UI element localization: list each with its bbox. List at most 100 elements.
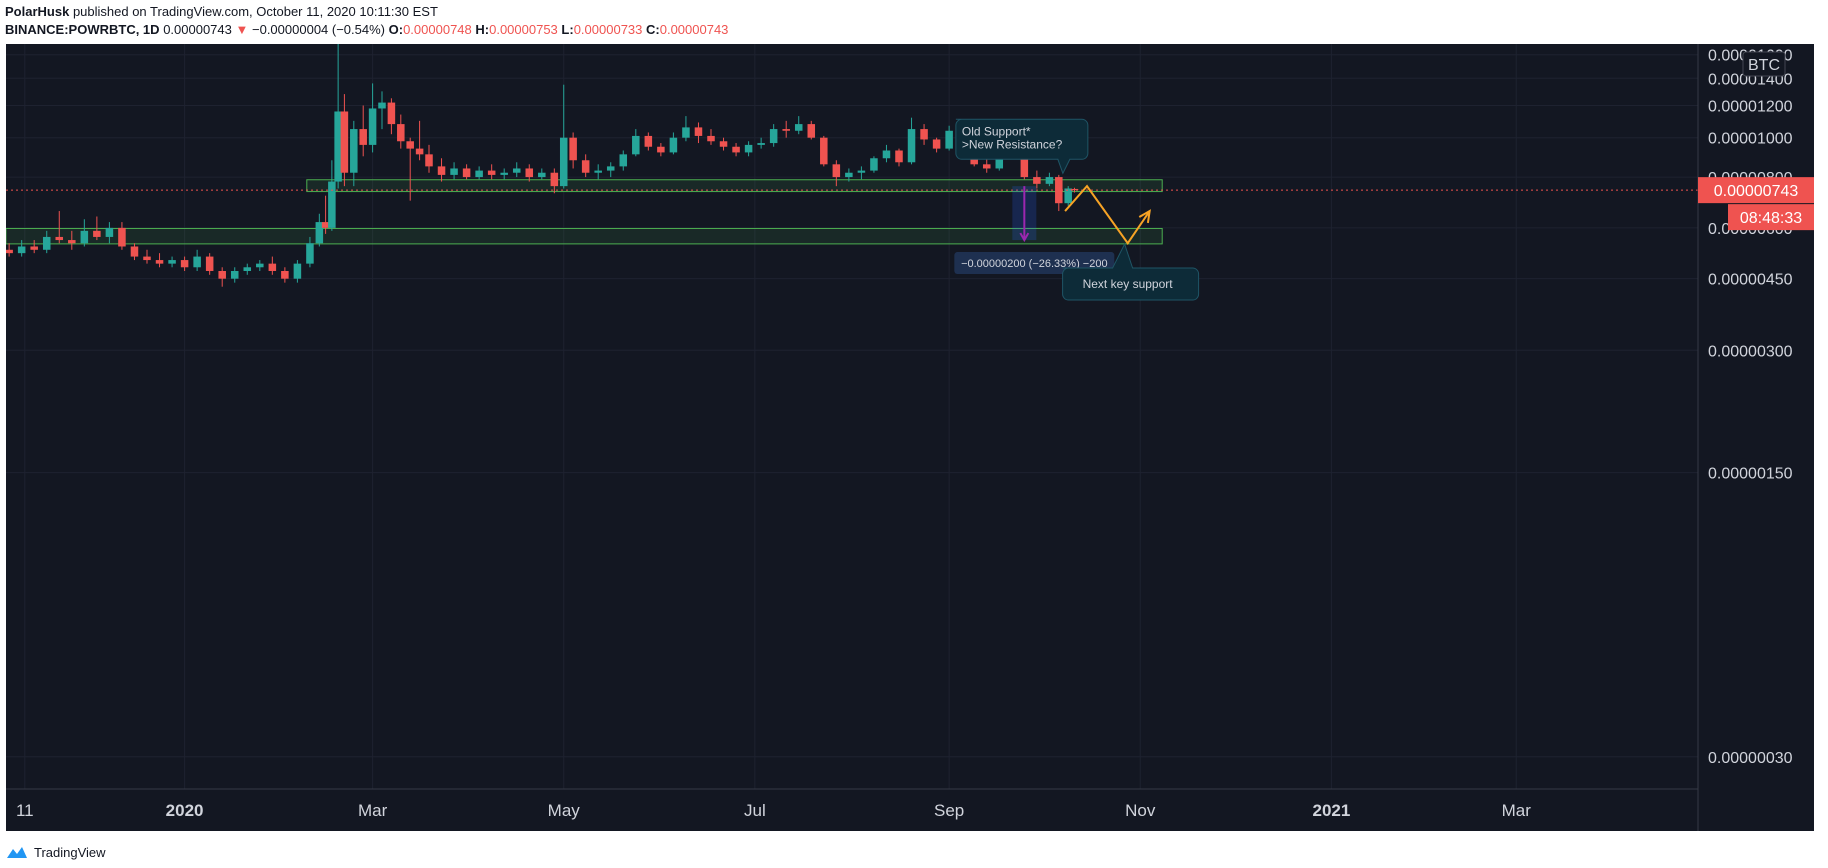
- chart-header: PolarHusk published on TradingView.com, …: [5, 3, 728, 39]
- candle-body: [143, 256, 151, 261]
- candle-body: [93, 230, 101, 237]
- candle-body: [168, 260, 176, 264]
- candle-body: [982, 164, 991, 169]
- candle-body: [55, 236, 64, 241]
- candle-body: [870, 158, 878, 171]
- current-price-label: 0.00000743: [1714, 183, 1799, 200]
- price-chart[interactable]: −0.00000200 (−26.33%) −200 Old Support*>N…: [5, 44, 1814, 831]
- candle-body: [321, 222, 330, 228]
- high-label: H:: [475, 22, 490, 37]
- current-price-tag: [1698, 177, 1814, 204]
- candle-body: [462, 168, 471, 178]
- candle-body: [359, 129, 367, 145]
- candle-body: [907, 129, 916, 163]
- chart-background: [6, 44, 1814, 831]
- x-tick-label: 2020: [166, 801, 204, 820]
- candle-body: [1020, 154, 1029, 178]
- low-value: 0.00000733: [573, 22, 643, 37]
- drawings: −0.00000200 (−26.33%) −200 Old Support*>N…: [6, 118, 1698, 301]
- price-axis[interactable]: 0.000016000.000014000.000012000.00001000…: [1708, 48, 1793, 767]
- candle-body: [569, 137, 577, 161]
- candle-body: [694, 127, 703, 136]
- resistance-zone: [306, 179, 1163, 193]
- candle-body: [350, 129, 358, 173]
- x-tick-label: Sep: [934, 801, 964, 820]
- candle-body: [782, 129, 790, 131]
- projection-path: [1064, 184, 1151, 245]
- candle-body: [487, 170, 496, 175]
- candle-body: [415, 148, 424, 155]
- y-tick-label: 0.00000150: [1708, 466, 1793, 483]
- candle-body: [306, 243, 314, 264]
- candle-body: [180, 260, 189, 268]
- x-tick-label: Mar: [358, 801, 388, 820]
- callout-text: Old Support*: [962, 124, 1031, 138]
- currency-badge-text: BTC: [1748, 57, 1780, 74]
- candle-body: [682, 127, 690, 138]
- x-tick-label: Jul: [744, 801, 766, 820]
- candle-body: [397, 124, 405, 142]
- projection-arrow-icon: [1138, 209, 1151, 224]
- candle-body: [334, 111, 342, 182]
- footer-brand[interactable]: TradingView: [34, 844, 106, 860]
- candle-body: [794, 124, 803, 131]
- callout-bubble: [1062, 242, 1200, 301]
- last-price: 0.00000743: [163, 22, 232, 37]
- candle-body: [1064, 188, 1072, 204]
- candle-body: [1070, 188, 1079, 191]
- close-value: 0.00000743: [659, 22, 729, 37]
- candle-body: [932, 139, 941, 149]
- x-tick-label: Mar: [1502, 801, 1532, 820]
- candle-body: [744, 144, 753, 153]
- candle-body: [450, 168, 458, 175]
- author-name[interactable]: PolarHusk: [5, 4, 70, 19]
- candle-body: [281, 270, 289, 279]
- candle-body: [1055, 177, 1063, 204]
- callout-text: Next key support: [1083, 277, 1174, 291]
- candle-body: [632, 135, 640, 155]
- open-label: O:: [388, 22, 404, 37]
- candle-body: [425, 154, 433, 167]
- published-text: published on TradingView.com, October 11…: [72, 4, 438, 19]
- candle-body: [315, 222, 324, 244]
- chart-frame[interactable]: −0.00000200 (−26.33%) −200 Old Support* >N…: [5, 44, 1814, 831]
- candle-body: [80, 230, 89, 244]
- currency-badge: [1742, 51, 1786, 77]
- candle-body: [732, 146, 740, 153]
- measure-label: −0.00000200 (−26.33%) −200: [954, 252, 1115, 275]
- candle-body: [1045, 177, 1054, 184]
- measure-label-text: −0.00000200 (−26.33%) −200: [961, 258, 1108, 270]
- next-support-callout: Next key support: [1062, 242, 1200, 301]
- tradingview-logo-icon[interactable]: [6, 845, 28, 859]
- candle-body: [368, 108, 377, 145]
- candle-body: [193, 256, 201, 268]
- candle-body: [437, 166, 446, 175]
- y-tick-label: 0.00000030: [1708, 750, 1793, 767]
- candle-body: [293, 263, 302, 279]
- candle-body: [68, 240, 76, 244]
- candle-body: [30, 246, 38, 250]
- candle-body: [500, 172, 508, 175]
- candle-body: [820, 137, 828, 165]
- candle-body: [475, 170, 483, 178]
- candle-body: [243, 267, 252, 271]
- countdown-label: 08:48:33: [1740, 210, 1802, 227]
- footer: TradingView: [6, 842, 106, 862]
- grid: [6, 44, 1698, 789]
- candle-body: [581, 160, 590, 173]
- candle-body: [644, 135, 653, 147]
- candle-body: [550, 172, 559, 187]
- old-support-callout: Old Support*>New Resistance?: [955, 118, 1089, 175]
- candle-body: [5, 249, 13, 254]
- symbol-label: BINANCE:POWRBTC, 1D: [5, 22, 160, 37]
- candle-body: [657, 146, 665, 153]
- time-axis[interactable]: 11 2020 Mar May Jul Sep Nov 2021 Mar: [16, 801, 1531, 820]
- candle-body: [130, 246, 139, 257]
- candles: [5, 44, 1079, 287]
- publish-line: PolarHusk published on TradingView.com, …: [5, 3, 728, 21]
- candle-body: [707, 135, 715, 142]
- candle-body: [619, 154, 628, 167]
- candle-body: [832, 164, 841, 178]
- candle-body: [387, 102, 396, 125]
- candle-body: [594, 170, 602, 173]
